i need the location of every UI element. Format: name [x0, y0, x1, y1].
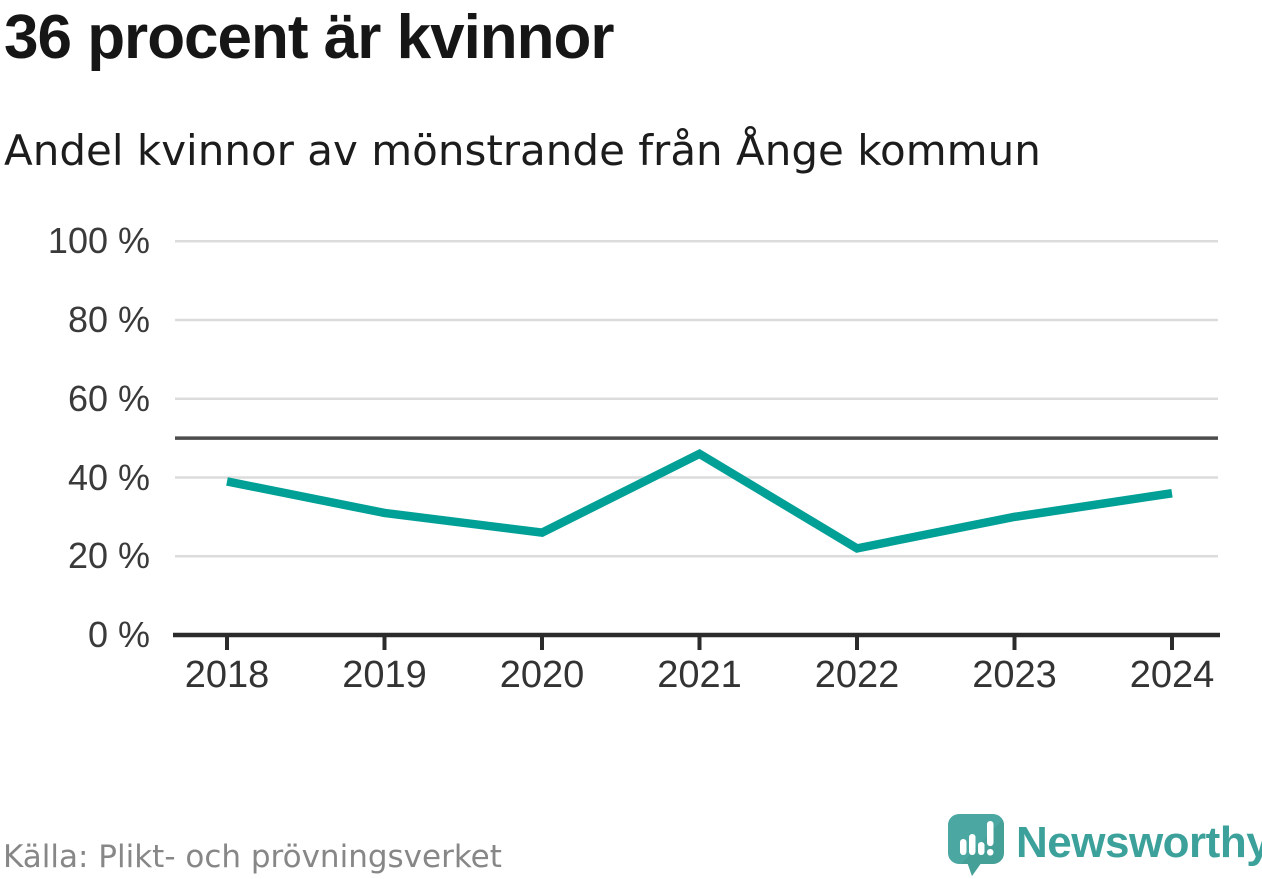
source-note: Källa: Plikt- och prövningsverket: [3, 839, 502, 875]
newsworthy-wordmark: Newsworthy: [1016, 818, 1262, 867]
chart-subtitle: Andel kvinnor av mönstrande från Ånge ko…: [4, 126, 1041, 175]
x-axis-label: 2020: [499, 654, 585, 696]
data-line-andel-kvinnor: [226, 449, 1173, 553]
x-axis-label: 2018: [184, 654, 270, 696]
logo-bar-chart-icon: [960, 821, 994, 856]
newsworthy-logo-icon: [948, 814, 1004, 876]
y-axis-label: 60 %: [67, 377, 150, 419]
y-axis-label: 20 %: [67, 535, 150, 577]
x-axis-label: 2019: [342, 654, 427, 696]
y-axis-label: 40 %: [67, 456, 150, 498]
x-axis-label: 2024: [1129, 654, 1215, 696]
x-axis-label: 2022: [814, 654, 900, 696]
chart-title: 36 procent är kvinnor: [4, 3, 615, 72]
y-axis-label: 0 %: [87, 614, 150, 655]
y-axis-label: 80 %: [67, 299, 150, 340]
x-axis-label: 2021: [657, 654, 742, 696]
y-axis-label: 100 %: [47, 220, 150, 262]
x-axis-label: 2023: [972, 654, 1057, 696]
